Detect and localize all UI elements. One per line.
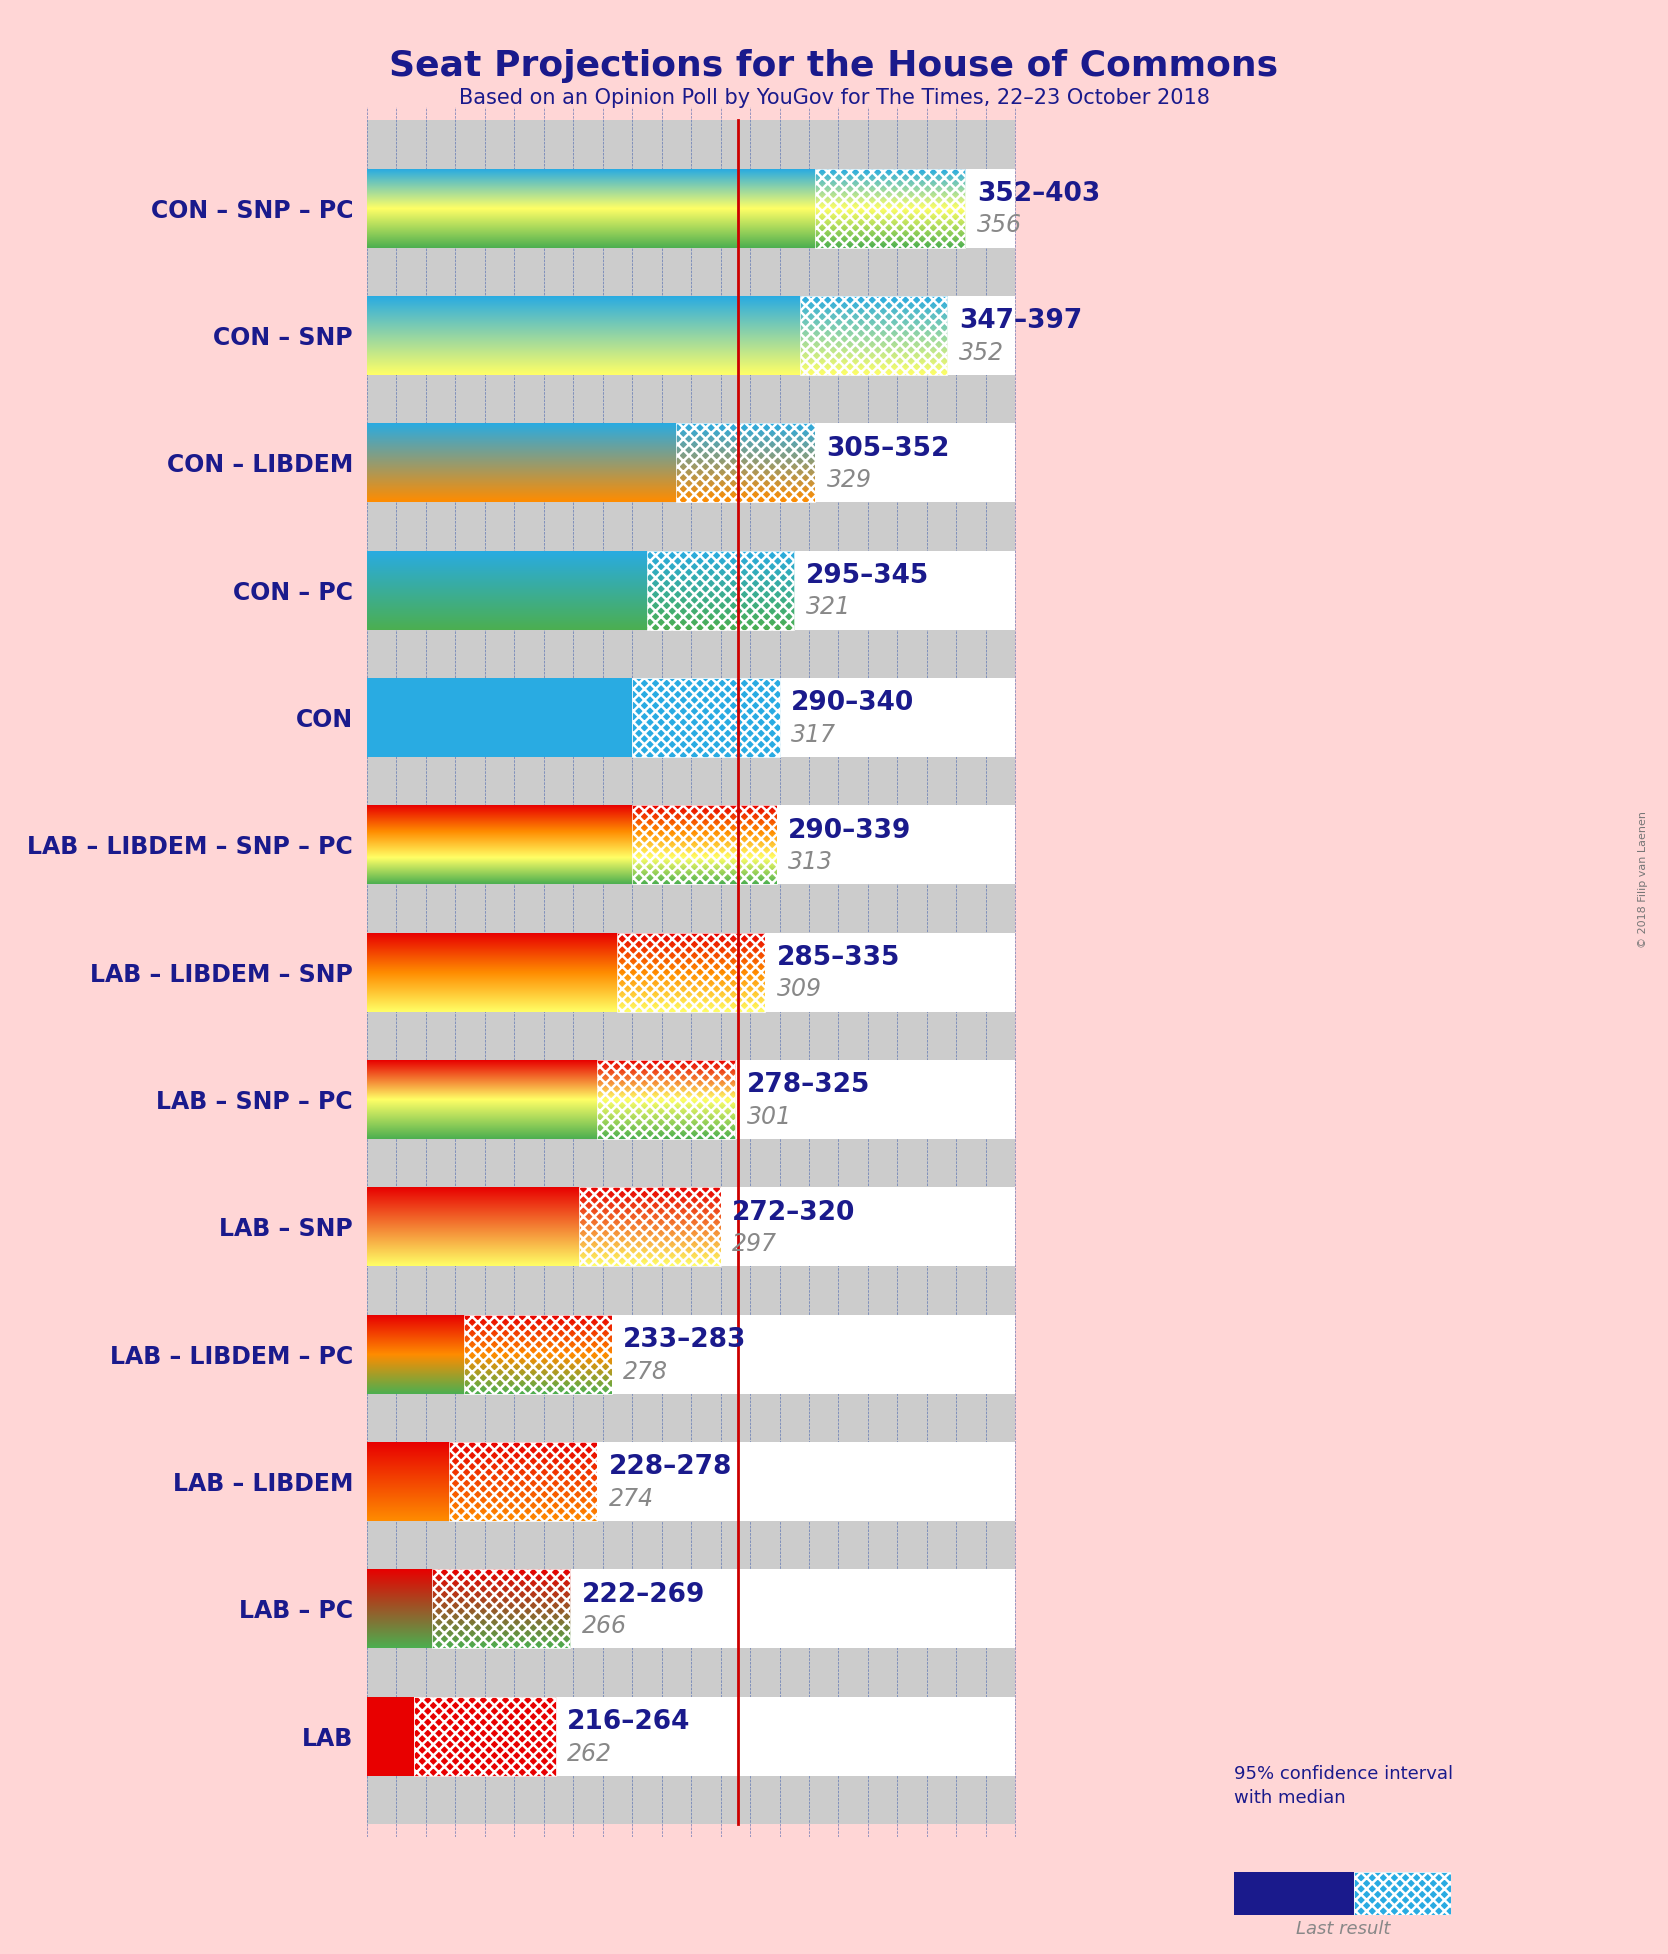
Bar	[367, 1696, 414, 1776]
Text: 313: 313	[789, 850, 834, 873]
Bar	[367, 1139, 1016, 1188]
Text: 352–403: 352–403	[977, 182, 1101, 207]
Bar	[367, 1776, 1016, 1823]
Text: 233–283: 233–283	[624, 1327, 747, 1352]
Bar	[367, 1442, 1016, 1520]
Text: 301: 301	[747, 1104, 792, 1129]
Bar	[816, 168, 966, 248]
Bar	[367, 1393, 1016, 1442]
Text: 352: 352	[959, 340, 1004, 365]
Bar	[367, 1649, 1016, 1696]
Bar	[367, 1266, 1016, 1315]
Text: 285–335: 285–335	[777, 946, 901, 971]
Bar	[367, 1520, 1016, 1569]
Text: 272–320: 272–320	[732, 1200, 856, 1225]
Bar	[367, 375, 1016, 424]
Bar	[367, 168, 1016, 248]
Bar	[367, 1696, 1016, 1776]
Text: 290–339: 290–339	[789, 817, 912, 844]
Text: 278: 278	[624, 1360, 669, 1383]
Text: 317: 317	[791, 723, 836, 746]
Text: Seat Projections for the House of Commons: Seat Projections for the House of Common…	[389, 49, 1279, 82]
Text: 309: 309	[777, 977, 822, 1002]
Bar	[367, 502, 1016, 551]
Bar	[367, 1188, 1016, 1266]
Text: 95% confidence interval
with median: 95% confidence interval with median	[1234, 1764, 1453, 1807]
Bar	[367, 295, 1016, 375]
Bar	[579, 1188, 721, 1266]
Text: 278–325: 278–325	[747, 1073, 871, 1098]
Bar	[367, 248, 1016, 295]
Text: 305–352: 305–352	[827, 436, 951, 461]
Text: 262: 262	[567, 1741, 612, 1766]
Bar	[1354, 1872, 1451, 1915]
Bar	[367, 121, 1016, 168]
Bar	[801, 295, 947, 375]
Text: 356: 356	[977, 213, 1022, 238]
Bar	[632, 805, 777, 885]
Text: 347–397: 347–397	[959, 309, 1083, 334]
Bar	[617, 932, 766, 1012]
Text: 295–345: 295–345	[806, 563, 929, 588]
Text: 290–340: 290–340	[791, 690, 914, 717]
Bar	[432, 1569, 570, 1649]
Text: 266: 266	[582, 1614, 627, 1637]
Bar	[367, 678, 1016, 756]
Text: 228–278: 228–278	[609, 1454, 732, 1481]
Bar	[414, 1696, 555, 1776]
Text: 297: 297	[732, 1233, 777, 1256]
Text: 329: 329	[827, 469, 872, 492]
Text: 216–264: 216–264	[567, 1710, 691, 1735]
Bar	[367, 1059, 1016, 1139]
Bar	[367, 1315, 1016, 1393]
Bar	[632, 678, 779, 756]
Text: Last result: Last result	[1296, 1921, 1389, 1938]
Bar	[367, 629, 1016, 678]
Bar	[647, 551, 794, 629]
Bar	[367, 756, 1016, 805]
Bar	[367, 551, 1016, 629]
Bar	[367, 1569, 1016, 1649]
Bar	[1234, 1872, 1354, 1915]
Bar	[367, 932, 1016, 1012]
Bar	[367, 1012, 1016, 1059]
Bar	[464, 1315, 612, 1393]
Text: © 2018 Filip van Laenen: © 2018 Filip van Laenen	[1638, 811, 1648, 948]
Bar	[367, 805, 1016, 885]
Text: 222–269: 222–269	[582, 1581, 706, 1608]
Bar	[597, 1059, 736, 1139]
Bar	[677, 424, 816, 502]
Bar	[367, 678, 632, 756]
Bar	[449, 1442, 597, 1520]
Text: Based on an Opinion Poll by YouGov for The Times, 22–23 October 2018: Based on an Opinion Poll by YouGov for T…	[459, 88, 1209, 107]
Bar	[367, 885, 1016, 932]
Text: 321: 321	[806, 596, 851, 619]
Bar	[367, 424, 1016, 502]
Text: 274: 274	[609, 1487, 654, 1510]
